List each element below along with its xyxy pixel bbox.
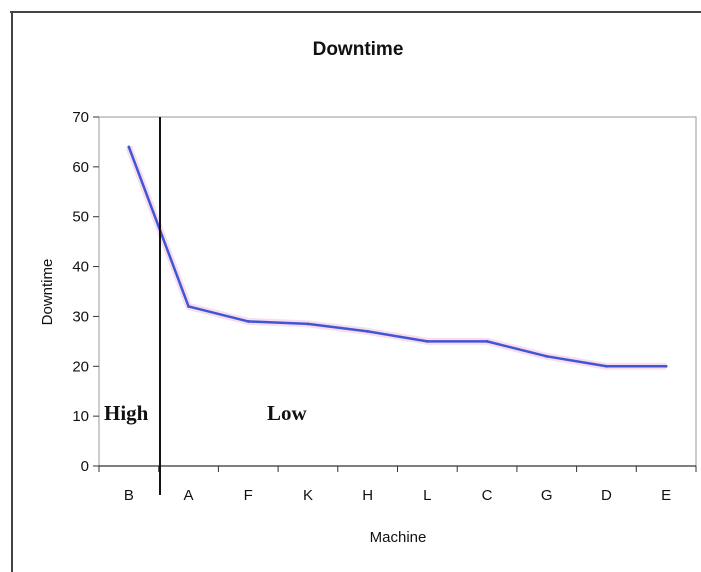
region-label-high: High [104,401,149,425]
x-tick-label: L [423,487,431,504]
data-point [605,364,608,368]
y-tick-label: 40 [72,259,89,276]
data-point [485,339,489,343]
y-tick-label: 20 [72,358,89,375]
y-tick-label: 70 [72,109,89,126]
data-point [306,322,310,326]
plot-area [98,116,697,467]
data-point [246,320,250,323]
x-tick-label: H [362,487,373,504]
x-tick-label: B [124,487,134,504]
y-axis: 0 10 20 30 40 50 60 70 [72,109,99,475]
x-tick-label: E [661,487,671,504]
series-layer [125,145,668,370]
x-tick-label: A [184,487,194,504]
x-tick-label: D [601,487,612,504]
data-point [127,145,131,149]
chart-title: Downtime [313,39,404,60]
y-tick-label: 50 [72,209,89,226]
data-point [366,329,370,333]
data-point [664,364,668,368]
x-tick-label: K [303,487,313,504]
data-point [545,354,549,358]
x-tick-label: G [541,487,553,504]
x-tick-label: C [482,487,493,504]
series-line [127,146,667,368]
y-tick-label: 60 [72,159,89,176]
data-point [187,305,190,308]
data-point [425,339,429,343]
x-tick-label: F [244,487,253,504]
y-tick-label: 30 [72,308,89,325]
y-axis-title: Downtime [39,259,56,326]
x-axis-title: Machine [370,529,427,546]
y-tick-label: 10 [72,408,89,425]
region-label-low: Low [267,401,308,425]
y-tick-label: 0 [81,458,89,475]
